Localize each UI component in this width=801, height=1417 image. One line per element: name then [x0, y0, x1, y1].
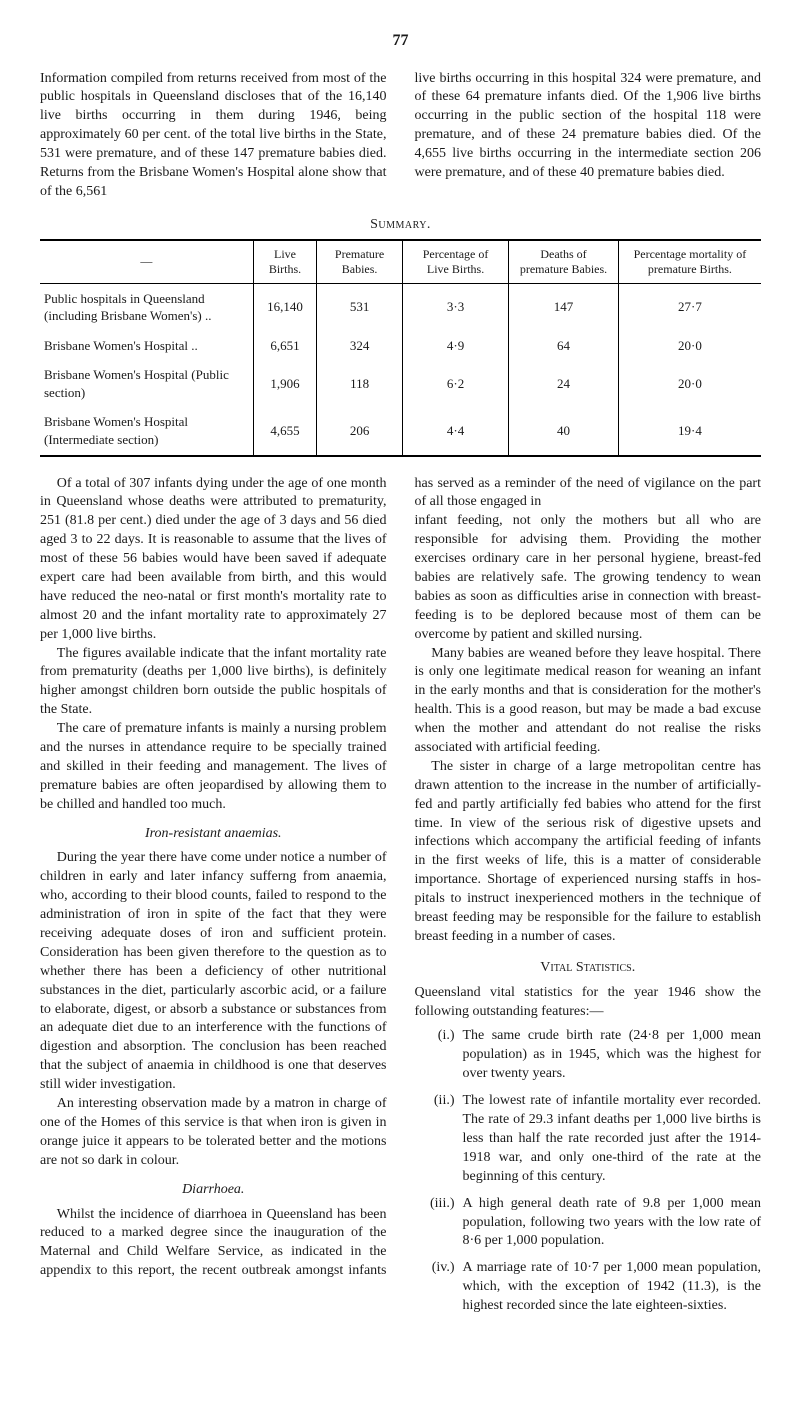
list-roman: (iv.): [415, 1259, 463, 1316]
header-col: Percentage of Live Births.: [402, 240, 508, 284]
list-item: (i.) The same crude birth rate (24·8 per…: [415, 1027, 762, 1084]
header-col: Premature Babies.: [317, 240, 403, 284]
body-p10: Queensland vital statistics for the year…: [415, 984, 762, 1022]
list-item: (iv.) A marriage rate of 10·7 per 1,000 …: [415, 1259, 762, 1316]
cell: 40: [509, 407, 619, 455]
body-p5: An interesting observation made by a mat…: [40, 1095, 387, 1171]
cell: 531: [317, 283, 403, 331]
list-roman: (ii.): [415, 1092, 463, 1186]
table-row: Public hospitals in Queensland (includin…: [40, 283, 761, 331]
cell: 6,651: [253, 331, 317, 361]
vital-list: (i.) The same crude birth rate (24·8 per…: [415, 1027, 762, 1315]
row-label: Brisbane Women's Hospital (Public sectio…: [40, 360, 253, 407]
cell: 64: [509, 331, 619, 361]
cell: 3·3: [402, 283, 508, 331]
list-text: A marriage rate of 10·7 per 1,000 mean p…: [463, 1259, 762, 1316]
table-header-row: — Live Births. Premature Babies. Percent…: [40, 240, 761, 284]
cell: 19·4: [618, 407, 761, 455]
cell: 206: [317, 407, 403, 455]
table-row: Brisbane Women's Hospital (Public sectio…: [40, 360, 761, 407]
list-text: The lowest rate of infantile mortality e…: [463, 1092, 762, 1186]
intro-right: live births occurring in this hospital 3…: [415, 70, 762, 183]
cell: 24: [509, 360, 619, 407]
cell: 4,655: [253, 407, 317, 455]
body-p9: The sister in charge of a large metropol…: [415, 758, 762, 947]
intro-left: Information compiled from returns receiv…: [40, 70, 387, 202]
header-col: Live Births.: [253, 240, 317, 284]
cell: 118: [317, 360, 403, 407]
body-p7: infant feeding, not only the mothers but…: [415, 512, 762, 644]
list-text: The same crude birth rate (24·8 per 1,00…: [463, 1027, 762, 1084]
list-text: A high general death rate of 9.8 per 1,0…: [463, 1195, 762, 1252]
summary-heading: Summary.: [40, 216, 761, 235]
list-roman: (iii.): [415, 1195, 463, 1252]
list-item: (ii.) The lowest rate of infantile morta…: [415, 1092, 762, 1186]
row-label: Public hospitals in Queensland (includin…: [40, 283, 253, 331]
table-row: Brisbane Women's Hospital .. 6,651 324 4…: [40, 331, 761, 361]
list-item: (iii.) A high general death rate of 9.8 …: [415, 1195, 762, 1252]
row-label: Brisbane Women's Hospital (Intermediate …: [40, 407, 253, 455]
row-label: Brisbane Women's Hospital ..: [40, 331, 253, 361]
intro-columns: Information compiled from returns receiv…: [40, 70, 761, 202]
body-columns: Of a total of 307 infants dying under th…: [40, 475, 761, 1316]
heading-iron: Iron-resistant anaemias.: [40, 825, 387, 844]
summary-table: — Live Births. Premature Babies. Percent…: [40, 239, 761, 457]
body-p3: The care of premature infants is mainly …: [40, 720, 387, 814]
cell: 4·4: [402, 407, 508, 455]
cell: 6·2: [402, 360, 508, 407]
header-col: Percentage mortality of premature Births…: [618, 240, 761, 284]
cell: 1,906: [253, 360, 317, 407]
cell: 324: [317, 331, 403, 361]
body-p1: Of a total of 307 infants dying under th…: [40, 475, 387, 645]
body-p8: Many babies are weaned before they leave…: [415, 645, 762, 758]
cell: 16,140: [253, 283, 317, 331]
table-body: Public hospitals in Queensland (includin…: [40, 283, 761, 455]
body-p2: The figures available indicate that the …: [40, 645, 387, 721]
cell: 20·0: [618, 360, 761, 407]
header-blank: —: [40, 240, 253, 284]
list-roman: (i.): [415, 1027, 463, 1084]
cell: 20·0: [618, 331, 761, 361]
cell: 27·7: [618, 283, 761, 331]
heading-diarrhoea: Diarrhoea.: [40, 1181, 387, 1200]
heading-vital: Vital Statistics.: [415, 959, 762, 978]
table-row: Brisbane Women's Hospital (Intermediate …: [40, 407, 761, 455]
body-p4: During the year there have come under no…: [40, 849, 387, 1095]
header-col: Deaths of premature Babies.: [509, 240, 619, 284]
cell: 4·9: [402, 331, 508, 361]
cell: 147: [509, 283, 619, 331]
page-number: 77: [40, 30, 761, 52]
